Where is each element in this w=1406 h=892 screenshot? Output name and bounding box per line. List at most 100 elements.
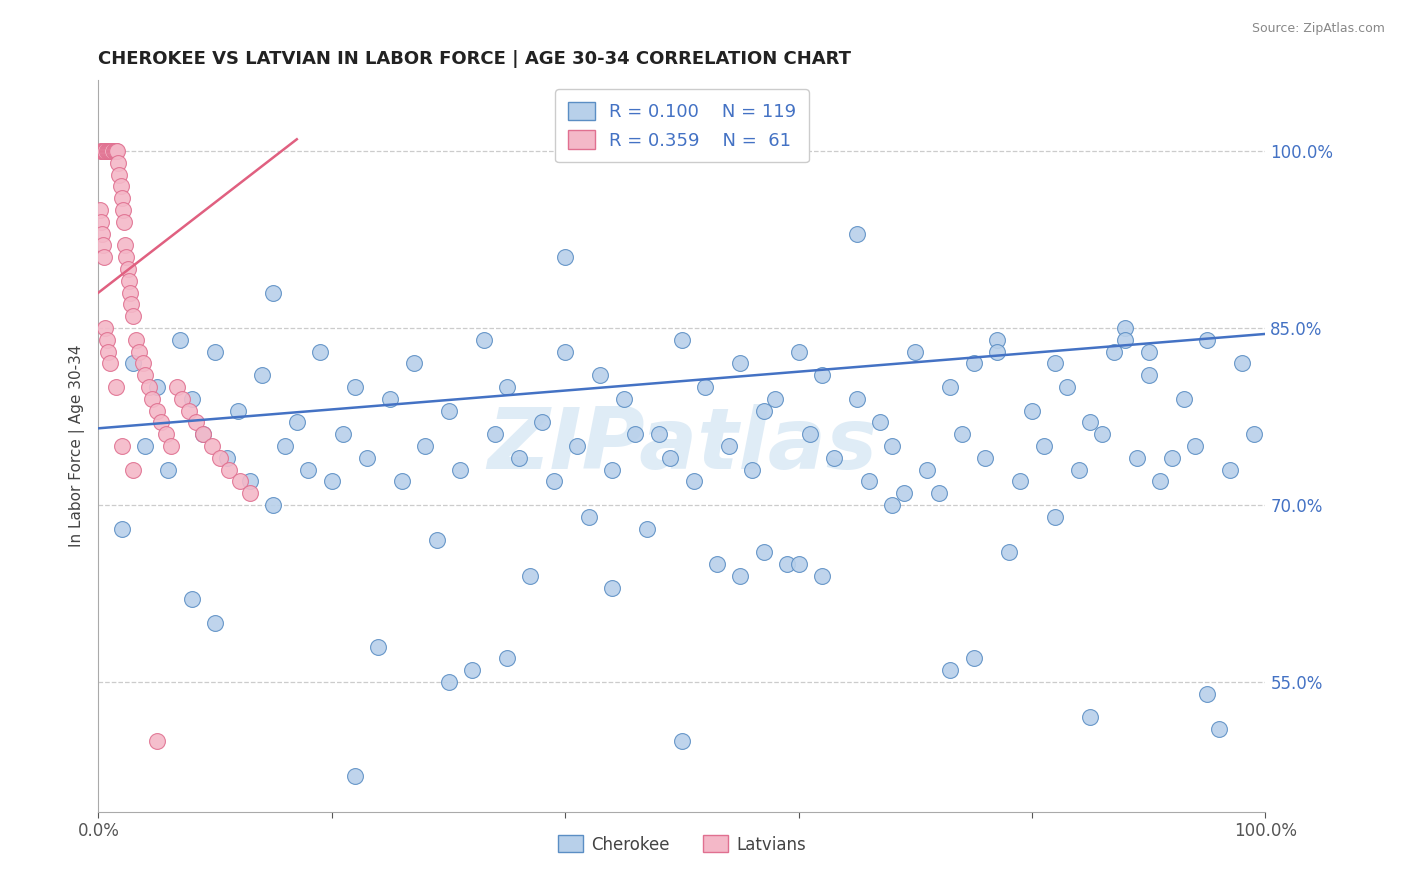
Point [413, 439, 436, 453]
Text: Source: ZipAtlas.com: Source: ZipAtlas.com [1251, 22, 1385, 36]
Point [90, 144, 112, 158]
Point [1195, 333, 1218, 347]
Point [939, 380, 962, 394]
Point [484, 427, 506, 442]
Point [356, 450, 378, 465]
Point [110, 179, 132, 194]
Point [239, 486, 262, 500]
Point [1010, 475, 1032, 489]
Point [799, 427, 821, 442]
Point [104, 144, 127, 158]
Point [96, 144, 118, 158]
Point [115, 250, 138, 264]
Legend: Cherokee, Latvians: Cherokee, Latvians [550, 827, 814, 862]
Text: ZIPatlas: ZIPatlas [486, 404, 877, 488]
Point [613, 392, 636, 406]
Point [763, 392, 786, 406]
Point [262, 285, 284, 300]
Point [112, 215, 135, 229]
Point [285, 416, 308, 430]
Point [986, 344, 1008, 359]
Point [1243, 427, 1265, 442]
Point [472, 333, 495, 347]
Point [193, 427, 215, 442]
Point [172, 392, 194, 406]
Point [741, 462, 763, 476]
Point [1195, 687, 1218, 701]
Point [962, 356, 984, 370]
Point [309, 344, 332, 359]
Text: CHEROKEE VS LATVIAN IN LABOR FORCE | AGE 30-34 CORRELATION CHART: CHEROKEE VS LATVIAN IN LABOR FORCE | AGE… [98, 50, 852, 68]
Point [180, 592, 202, 607]
Point [1056, 380, 1078, 394]
Point [111, 439, 134, 453]
Point [869, 416, 891, 430]
Point [204, 615, 226, 630]
Point [915, 462, 938, 476]
Point [91, 238, 114, 252]
Point [215, 450, 238, 465]
Point [125, 333, 148, 347]
Point [1184, 439, 1206, 453]
Point [880, 498, 903, 512]
Point [811, 368, 834, 383]
Point [730, 568, 752, 582]
Point [204, 344, 226, 359]
Point [624, 427, 647, 442]
Point [437, 403, 460, 417]
Point [530, 416, 553, 430]
Point [159, 439, 181, 453]
Point [1137, 344, 1160, 359]
Point [1032, 439, 1054, 453]
Point [250, 368, 273, 383]
Point [97, 144, 120, 158]
Point [519, 568, 541, 582]
Point [193, 427, 215, 442]
Point [1102, 344, 1125, 359]
Point [695, 380, 717, 394]
Point [974, 450, 997, 465]
Point [100, 144, 122, 158]
Point [111, 202, 134, 217]
Point [150, 416, 173, 430]
Point [104, 380, 127, 394]
Point [186, 416, 208, 430]
Point [134, 368, 156, 383]
Point [554, 250, 576, 264]
Point [104, 144, 127, 158]
Point [776, 557, 799, 571]
Point [228, 475, 250, 489]
Point [1230, 356, 1253, 370]
Point [1091, 427, 1114, 442]
Point [449, 462, 471, 476]
Point [105, 144, 128, 158]
Point [402, 356, 425, 370]
Point [93, 144, 115, 158]
Point [904, 344, 927, 359]
Point [554, 344, 576, 359]
Point [114, 238, 136, 252]
Point [380, 392, 402, 406]
Point [1021, 403, 1043, 417]
Point [787, 557, 810, 571]
Point [706, 557, 728, 571]
Point [262, 498, 284, 512]
Point [111, 522, 134, 536]
Point [730, 356, 752, 370]
Point [98, 356, 121, 370]
Point [565, 439, 588, 453]
Point [94, 144, 117, 158]
Point [1137, 368, 1160, 383]
Point [166, 380, 188, 394]
Point [846, 392, 869, 406]
Point [122, 310, 145, 324]
Point [986, 333, 1008, 347]
Point [180, 392, 202, 406]
Point [1173, 392, 1195, 406]
Point [647, 427, 669, 442]
Point [496, 651, 519, 665]
Point [1114, 333, 1136, 347]
Point [1149, 475, 1171, 489]
Point [939, 663, 962, 677]
Point [752, 545, 775, 559]
